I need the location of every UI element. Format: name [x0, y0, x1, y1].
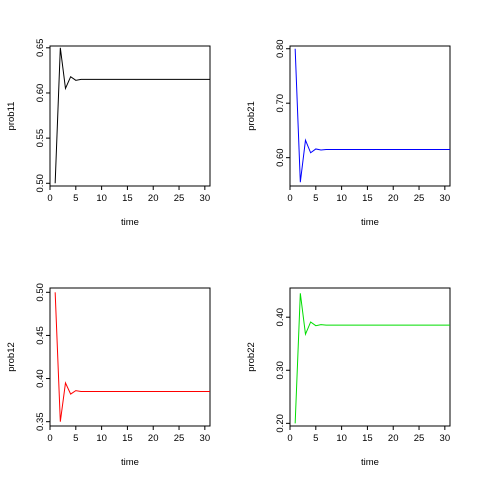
prob22-x-tick-label-6: 30 [440, 433, 451, 444]
prob22-x-axis-label: time [361, 457, 379, 468]
prob11-x-axis-label: time [121, 217, 139, 228]
prob22-y-tick-label-1: 0.30 [275, 361, 286, 380]
prob11-y-tick-label-0: 0.50 [35, 174, 46, 193]
prob12-y-tick-label-2: 0.45 [35, 326, 46, 345]
prob21-plot-box [289, 45, 451, 187]
prob12-x-tick-label-2: 10 [96, 433, 107, 444]
panel-prob11: 0 5 10 15 20 25 30 0.50 0.55 0.60 0.65 time prob11 [6, 39, 211, 228]
prob22-x-tick-label-1: 5 [313, 433, 318, 444]
prob22-x-tick-label-5: 25 [414, 433, 425, 444]
prob11-x-tick-label-1: 5 [73, 193, 78, 204]
prob22-x-tick-label-4: 20 [388, 433, 399, 444]
prob22-plot-box [289, 287, 451, 427]
prob11-y-axis-label: prob11 [6, 102, 17, 131]
prob12-x-tick-label-4: 20 [148, 433, 159, 444]
prob12-x-tick-label-1: 5 [73, 433, 78, 444]
prob21-x-tick-label-1: 5 [313, 193, 318, 204]
prob21-x-tick-label-6: 30 [440, 193, 451, 204]
prob12-y-tick-label-0: 0.35 [35, 412, 46, 431]
prob22-y-tick-label-0: 0.20 [275, 414, 286, 433]
prob12-plot-box [49, 287, 211, 427]
prob21-y-tick-label-2: 0.80 [275, 39, 286, 58]
prob12-x-tick-label-6: 30 [200, 433, 211, 444]
prob12-series-line [54, 292, 210, 422]
prob11-y-tick-label-3: 0.65 [35, 39, 46, 58]
prob22-x-tick-label-2: 10 [336, 433, 347, 444]
prob12-y-axis-label: prob12 [6, 342, 17, 372]
prob21-x-tick-label-0: 0 [287, 193, 292, 204]
prob22-x-tick-label-0: 0 [287, 433, 292, 444]
prob21-x-tick-label-2: 10 [336, 193, 347, 204]
prob11-x-tick-label-6: 30 [200, 193, 211, 204]
prob12-x-tick-label-0: 0 [47, 433, 52, 444]
panel-prob12: 0 5 10 15 20 25 30 0.35 0.40 0.45 0.50 time prob12 [6, 283, 211, 468]
panel-prob21: 0 5 10 15 20 25 30 0.60 0.70 0.80 time prob21 [246, 39, 451, 228]
prob11-x-tick-label-3: 15 [122, 193, 133, 204]
prob11-y-tick-label-1: 0.55 [35, 129, 46, 148]
prob21-series-line [294, 48, 450, 183]
prob11-x-tick-label-4: 20 [148, 193, 159, 204]
prob12-x-axis-label: time [121, 457, 139, 468]
prob11-y-tick-label-2: 0.60 [35, 84, 46, 103]
prob21-y-tick-label-0: 0.60 [275, 148, 286, 167]
prob22-y-tick-label-2: 0.40 [275, 308, 286, 327]
prob22-y-axis-label: prob22 [246, 342, 257, 372]
prob12-x-tick-label-5: 25 [174, 433, 185, 444]
prob22-x-tick-label-3: 15 [362, 433, 373, 444]
prob22-series-line [294, 293, 450, 424]
prob21-y-axis-label: prob21 [246, 101, 257, 131]
prob21-x-axis-label: time [361, 217, 379, 228]
prob12-y-tick-label-3: 0.50 [35, 283, 46, 302]
prob12-x-tick-label-3: 15 [122, 433, 133, 444]
prob21-y-tick-label-1: 0.70 [275, 94, 286, 113]
prob21-x-tick-label-4: 20 [388, 193, 399, 204]
prob11-x-tick-label-0: 0 [47, 193, 52, 204]
prob11-x-tick-label-2: 10 [96, 193, 107, 204]
prob12-y-tick-label-1: 0.40 [35, 369, 46, 388]
panel-prob22: 0 5 10 15 20 25 30 0.20 0.30 0.40 time prob22 [246, 287, 451, 468]
prob11-series-line [54, 47, 210, 184]
prob21-x-tick-label-3: 15 [362, 193, 373, 204]
prob11-plot-box [49, 45, 211, 187]
prob21-x-tick-label-5: 25 [414, 193, 425, 204]
prob11-x-tick-label-5: 25 [174, 193, 185, 204]
